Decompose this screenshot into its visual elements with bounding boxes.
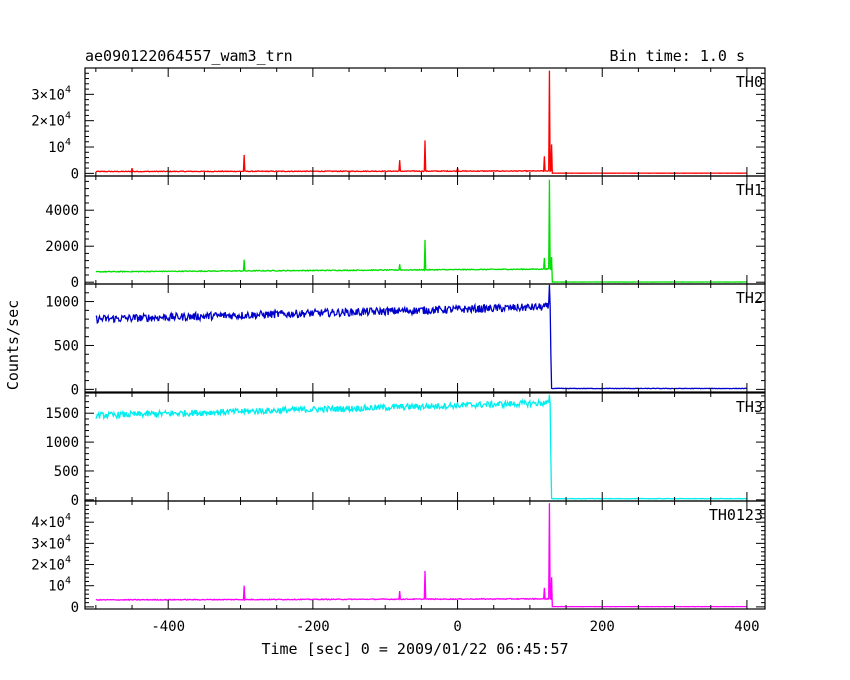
series-line-th0 bbox=[95, 70, 747, 174]
y-tick-label: 2×104 bbox=[31, 555, 71, 574]
series-line-th3 bbox=[95, 394, 748, 500]
y-tick-label: 0 bbox=[71, 493, 79, 509]
panel-label: TH3 bbox=[736, 398, 763, 416]
y-tick-label: 2000 bbox=[45, 239, 79, 255]
panel-label: TH0 bbox=[736, 73, 763, 91]
y-axis-title: Counts/sec bbox=[4, 300, 22, 390]
y-tick-label: 1500 bbox=[45, 406, 79, 422]
x-axis-title: Time [sec] 0 = 2009/01/22 06:45:57 bbox=[261, 640, 568, 658]
series-line-th0123 bbox=[95, 503, 747, 608]
x-tick-label: -200 bbox=[296, 619, 330, 635]
y-tick-label: 500 bbox=[54, 338, 79, 354]
y-tick-label: 4×104 bbox=[31, 512, 71, 531]
y-tick-label: 1000 bbox=[45, 295, 79, 311]
y-tick-label: 0 bbox=[71, 166, 79, 182]
y-tick-label: 104 bbox=[48, 576, 71, 595]
panel-frame bbox=[84, 283, 766, 393]
panel-frame bbox=[84, 392, 766, 502]
panel-frame bbox=[84, 175, 766, 285]
y-tick-label: 0 bbox=[71, 600, 79, 616]
panel-th3: TH3 0 500 1000 1500 bbox=[45, 392, 766, 509]
panel-th2: TH2 0 500 1000 bbox=[45, 283, 766, 398]
x-tick-label: 200 bbox=[590, 619, 615, 635]
panel-th1: TH1 0 2000 4000 bbox=[45, 175, 766, 291]
panel-label: TH2 bbox=[736, 289, 763, 307]
x-tick-label: -400 bbox=[151, 619, 185, 635]
figure-title: ae090122064557_wam3_trn bbox=[85, 47, 293, 65]
panel-label: TH1 bbox=[736, 181, 763, 199]
panel-frame bbox=[84, 500, 766, 610]
y-tick-label: 104 bbox=[48, 137, 71, 156]
bin-time-label: Bin time: 1.0 s bbox=[610, 47, 745, 65]
x-tick-label: 400 bbox=[734, 619, 759, 635]
y-tick-label: 4000 bbox=[45, 203, 79, 219]
panel-label: TH0123 bbox=[709, 506, 763, 524]
y-tick-label: 1000 bbox=[45, 435, 79, 451]
y-tick-label: 500 bbox=[54, 464, 79, 480]
y-tick-label: 3×104 bbox=[31, 84, 71, 103]
y-tick-label: 2×104 bbox=[31, 111, 71, 130]
x-tick-label: 0 bbox=[453, 619, 461, 635]
series-line-th1 bbox=[95, 179, 747, 283]
y-tick-label: 3×104 bbox=[31, 533, 71, 552]
y-tick-label: 0 bbox=[71, 382, 79, 398]
series-line-th2 bbox=[95, 284, 747, 390]
y-tick-label: 0 bbox=[71, 275, 79, 291]
